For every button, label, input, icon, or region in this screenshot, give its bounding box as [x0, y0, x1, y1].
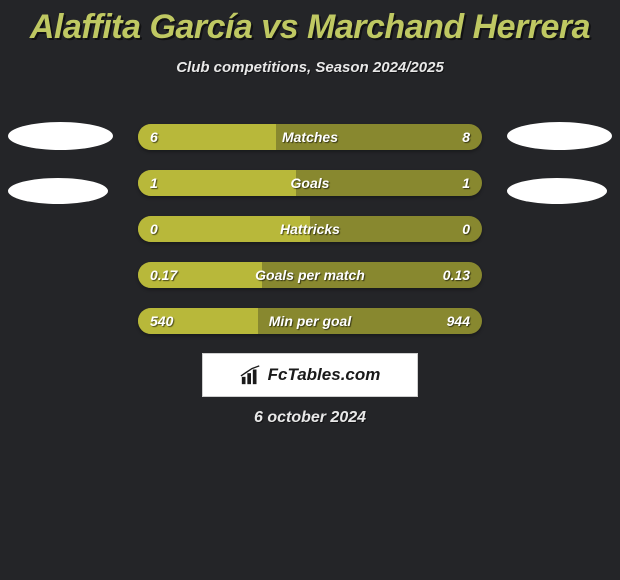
stat-left-value: 540: [150, 313, 173, 329]
stat-right-value: 8: [462, 129, 470, 145]
bar-chart-icon: [240, 364, 262, 386]
stat-bar: 1 Goals 1: [138, 170, 482, 196]
stat-label: Min per goal: [269, 313, 351, 329]
stat-left-value: 0.17: [150, 267, 177, 283]
stat-bars: 6 Matches 8 1 Goals 1 0 Hattricks 0 0.17 Goals per…: [138, 124, 482, 334]
stat-left-value: 6: [150, 129, 158, 145]
stat-bar: 0.17 Goals per match 0.13: [138, 262, 482, 288]
stat-bar: 0 Hattricks 0: [138, 216, 482, 242]
player-right-avatars: [507, 122, 612, 204]
comparison-date: 6 october 2024: [254, 409, 366, 427]
stat-right-value: 1: [462, 175, 470, 191]
comparison-subtitle: Club competitions, Season 2024/2025: [0, 59, 620, 76]
stat-bar-fill: [138, 170, 296, 196]
stat-left-value: 0: [150, 221, 158, 237]
logo-text: FcTables.com: [268, 365, 381, 385]
fctables-logo: FcTables.com: [202, 353, 418, 397]
stat-bar: 540 Min per goal 944: [138, 308, 482, 334]
player-left-avatars: [8, 122, 113, 204]
avatar-ellipse: [507, 178, 607, 204]
comparison-title: Alaffita García vs Marchand Herrera: [0, 0, 620, 47]
stat-right-value: 0.13: [443, 267, 470, 283]
stat-label: Goals: [291, 175, 330, 191]
stat-label: Matches: [282, 129, 338, 145]
stat-left-value: 1: [150, 175, 158, 191]
stat-label: Hattricks: [280, 221, 340, 237]
stat-bar: 6 Matches 8: [138, 124, 482, 150]
avatar-ellipse: [8, 178, 108, 204]
stat-right-value: 0: [462, 221, 470, 237]
avatar-ellipse: [507, 122, 612, 150]
stat-label: Goals per match: [255, 267, 365, 283]
avatar-ellipse: [8, 122, 113, 150]
stat-bar-fill: [138, 124, 276, 150]
stat-right-value: 944: [447, 313, 470, 329]
